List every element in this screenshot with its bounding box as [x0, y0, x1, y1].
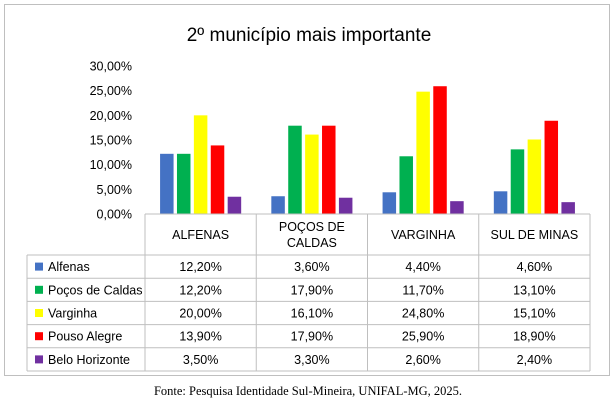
chart-frame: 2º município mais importante 0,00% 5,00% 1…: [4, 4, 610, 376]
table-cell-value: 2,40%: [517, 353, 552, 367]
table-cell-value: 3,50%: [183, 353, 218, 367]
category-label: VARGINHA: [391, 228, 456, 242]
table-cell-value: 17,90%: [291, 283, 333, 297]
table-cell-value: 20,00%: [179, 307, 221, 321]
bar-po-os-de-caldas-1: [288, 125, 302, 214]
legend-label: Belo Horizonte: [48, 353, 130, 367]
y-tick-label: 0,00%: [97, 208, 132, 222]
bar-belo-horizonte-0: [227, 196, 242, 214]
table-cell-value: 13,90%: [179, 330, 221, 344]
legend-label: Alfenas: [48, 260, 90, 274]
legend-label: Varginha: [48, 307, 97, 321]
table-cell-value: 13,10%: [513, 283, 555, 297]
source-note: Fonte: Pesquisa Identidade Sul-Mineira, …: [153, 384, 463, 398]
y-tick-label: 30,00%: [90, 60, 132, 74]
bar-alfenas-3: [493, 191, 508, 214]
bar-po-os-de-caldas-2: [399, 156, 413, 214]
legend-swatch: [35, 309, 43, 317]
legend-swatch: [35, 355, 43, 364]
bar-belo-horizonte-1: [338, 197, 353, 214]
table-cell-value: 4,60%: [517, 260, 552, 274]
category-label: ALFENAS: [172, 228, 229, 242]
legend-label: Poços de Caldas: [48, 283, 143, 297]
table-cell-value: 3,30%: [294, 353, 329, 367]
legend-swatch: [35, 285, 43, 294]
table-cell-value: 11,70%: [402, 283, 443, 297]
category-label: SUL DE MINAS: [490, 228, 578, 242]
bar-varginha-1: [305, 134, 319, 214]
table-cell-value: 12,20%: [179, 283, 221, 297]
bar-po-os-de-caldas-3: [510, 149, 525, 214]
bar-pouso-alegre-2: [433, 86, 447, 214]
bar-varginha-0: [193, 115, 208, 214]
bar-belo-horizonte-3: [561, 202, 575, 214]
legend-swatch: [35, 332, 43, 341]
bar-pouso-alegre-3: [544, 120, 559, 214]
category-label: CALDAS: [287, 236, 337, 250]
table-cell-value: 2,60%: [405, 353, 440, 367]
table-cell-value: 15,10%: [513, 307, 555, 321]
y-tick-label: 5,00%: [97, 183, 132, 197]
category-label: POÇOS DE: [279, 220, 345, 234]
y-tick-label: 25,00%: [90, 84, 132, 98]
table-cell-value: 17,90%: [291, 330, 333, 344]
legend-swatch: [35, 262, 43, 271]
table-cell-value: 12,20%: [179, 260, 221, 274]
bar-varginha-3: [527, 139, 542, 214]
y-tick-label: 20,00%: [90, 109, 132, 123]
table-cell-value: 4,40%: [405, 260, 440, 274]
chart-title: 2º município mais importante: [187, 25, 432, 46]
bar-po-os-de-caldas-0: [176, 153, 191, 214]
bar-alfenas-1: [271, 196, 285, 214]
legend-label: Pouso Alegre: [48, 330, 122, 344]
bar-belo-horizonte-2: [450, 201, 464, 214]
table-cell-value: 16,10%: [291, 307, 333, 321]
y-tick-label: 15,00%: [90, 134, 132, 148]
bar-pouso-alegre-1: [322, 125, 336, 214]
table-cell-value: 24,80%: [402, 307, 444, 321]
chart-svg: 2º município mais importante 0,00% 5,00% 1…: [26, 25, 591, 372]
table-cell-value: 25,90%: [402, 330, 444, 344]
table-cell-value: 18,90%: [513, 330, 555, 344]
bar-varginha-2: [416, 91, 430, 214]
bar-pouso-alegre-0: [210, 145, 225, 214]
table-cell-value: 3,60%: [294, 260, 329, 274]
bar-alfenas-2: [382, 192, 397, 214]
bar-alfenas-0: [160, 153, 174, 214]
y-tick-label: 10,00%: [90, 158, 132, 172]
